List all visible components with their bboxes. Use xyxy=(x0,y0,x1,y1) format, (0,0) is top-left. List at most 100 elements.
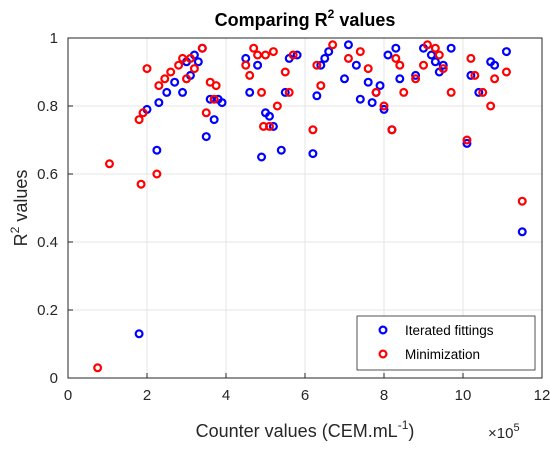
y-tick-label: 0.4 xyxy=(37,234,58,251)
point-minimization xyxy=(422,40,432,50)
point-iterated-fittings xyxy=(312,91,322,101)
point-minimization xyxy=(261,50,271,60)
x-tick-label: 10 xyxy=(455,387,472,404)
point-iterated-fittings xyxy=(355,94,365,104)
point-minimization xyxy=(241,60,251,70)
point-iterated-fittings xyxy=(517,227,527,237)
y-tick-label: 0.8 xyxy=(37,98,58,115)
y-tick-label: 0.2 xyxy=(37,302,58,319)
point-minimization xyxy=(166,67,176,77)
point-minimization xyxy=(209,94,219,104)
point-minimization xyxy=(517,196,527,206)
point-iterated-fittings xyxy=(264,111,274,121)
point-minimization xyxy=(486,101,496,111)
point-iterated-fittings xyxy=(162,87,172,97)
point-minimization xyxy=(134,115,144,125)
point-minimization xyxy=(160,74,170,84)
point-minimization xyxy=(478,87,488,97)
point-iterated-fittings xyxy=(391,43,401,53)
point-minimization xyxy=(189,64,199,74)
point-minimization xyxy=(446,87,456,97)
point-iterated-fittings xyxy=(268,121,278,131)
data-points xyxy=(93,40,527,373)
point-iterated-fittings xyxy=(152,145,162,155)
point-minimization xyxy=(211,81,221,91)
point-minimization xyxy=(462,135,472,145)
point-minimization xyxy=(371,87,381,97)
x-axis-exponent: ×105 xyxy=(488,422,520,442)
point-iterated-fittings xyxy=(438,60,448,70)
point-iterated-fittings xyxy=(379,104,389,114)
point-iterated-fittings xyxy=(316,60,326,70)
point-minimization xyxy=(138,108,148,118)
point-iterated-fittings xyxy=(245,87,255,97)
point-minimization xyxy=(379,101,389,111)
point-iterated-fittings xyxy=(201,132,211,142)
point-minimization xyxy=(501,67,511,77)
point-iterated-fittings xyxy=(351,60,361,70)
legend-box xyxy=(356,315,536,371)
point-iterated-fittings xyxy=(280,87,290,97)
point-iterated-fittings xyxy=(340,74,350,84)
point-minimization xyxy=(284,87,294,97)
point-minimization xyxy=(93,363,103,373)
point-iterated-fittings xyxy=(375,81,385,91)
x-tick-label: 8 xyxy=(380,387,388,404)
y-tick-label: 0.6 xyxy=(37,166,58,183)
point-minimization xyxy=(249,43,259,53)
point-minimization xyxy=(174,60,184,70)
point-minimization xyxy=(419,60,429,70)
point-minimization xyxy=(355,47,365,57)
point-minimization xyxy=(328,40,338,50)
x-tick-label: 2 xyxy=(143,387,151,404)
point-minimization xyxy=(391,53,401,63)
point-iterated-fittings xyxy=(154,98,164,108)
point-iterated-fittings xyxy=(193,57,203,67)
legend-marker-iterated xyxy=(378,325,388,335)
x-tick-label: 12 xyxy=(534,387,550,404)
point-iterated-fittings xyxy=(430,57,440,67)
point-minimization xyxy=(268,47,278,57)
point-minimization xyxy=(288,50,298,60)
point-iterated-fittings xyxy=(383,50,393,60)
point-minimization xyxy=(470,70,480,80)
y-tick-label: 1 xyxy=(50,30,58,47)
point-iterated-fittings xyxy=(178,87,188,97)
point-minimization xyxy=(466,53,476,63)
axis-ticks: 0 2 4 6 8 10 12 0 0.2 0.4 0.6 0.8 1 xyxy=(37,30,550,404)
point-minimization xyxy=(430,43,440,53)
point-minimization xyxy=(395,60,405,70)
point-minimization xyxy=(363,64,373,74)
x-tick-label: 6 xyxy=(301,387,309,404)
point-minimization xyxy=(185,53,195,63)
point-minimization xyxy=(434,50,444,60)
point-iterated-fittings xyxy=(324,47,334,57)
x-tick-label: 0 xyxy=(64,387,72,404)
point-iterated-fittings xyxy=(395,74,405,84)
point-minimization xyxy=(490,74,500,84)
point-iterated-fittings xyxy=(276,145,286,155)
point-minimization xyxy=(104,159,114,169)
y-tick-label: 0 xyxy=(50,370,58,387)
point-iterated-fittings xyxy=(466,70,476,80)
point-minimization xyxy=(280,67,290,77)
point-minimization xyxy=(197,43,207,53)
point-minimization xyxy=(257,87,267,97)
point-minimization xyxy=(201,108,211,118)
point-minimization xyxy=(182,74,192,84)
x-axis-label: Counter values (CEM.mL-1) xyxy=(196,418,415,441)
x-tick-label: 4 xyxy=(222,387,230,404)
legend-marker-minimization xyxy=(378,349,388,359)
point-iterated-fittings xyxy=(320,53,330,63)
point-iterated-fittings xyxy=(490,60,500,70)
point-minimization xyxy=(245,70,255,80)
point-iterated-fittings xyxy=(257,152,267,162)
point-iterated-fittings xyxy=(170,77,180,87)
point-iterated-fittings xyxy=(474,87,484,97)
point-minimization xyxy=(399,87,409,97)
point-iterated-fittings xyxy=(343,40,353,50)
point-iterated-fittings xyxy=(411,70,421,80)
point-minimization xyxy=(136,179,146,189)
legend-label-iterated: Iterated fittings xyxy=(405,323,494,338)
